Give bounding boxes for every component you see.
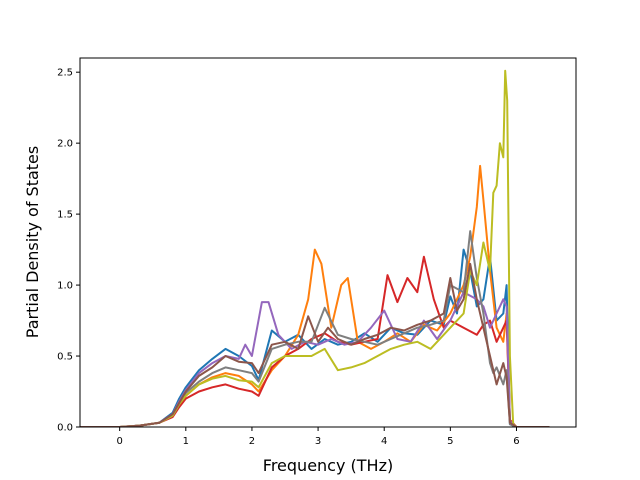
series-line-7 <box>80 262 550 427</box>
x-tick-label: 0 <box>116 436 122 447</box>
series-line-6 <box>80 69 550 427</box>
plot-frame <box>79 57 577 428</box>
y-tick-label: 2.5 <box>57 68 73 79</box>
x-tick-label: 3 <box>315 436 321 447</box>
x-tick-label: 5 <box>447 436 453 447</box>
x-tick-label: 4 <box>381 436 387 447</box>
x-tick-label: 2 <box>249 436 255 447</box>
y-tick-label: 0.5 <box>57 352 73 363</box>
y-tick-label: 2.0 <box>57 139 73 150</box>
x-tick-label: 6 <box>513 436 519 447</box>
x-axis-label: Frequency (THz) <box>263 456 393 475</box>
series-layer <box>80 69 550 427</box>
axes-layer: 0 1 2 3 4 5 6 0.0 0.5 1.0 1.5 2.0 2.5 <box>57 57 577 447</box>
y-axis-label: Partial Density of States <box>23 146 42 338</box>
y-tick-label: 0.0 <box>57 423 73 434</box>
y-tick-label: 1.5 <box>57 210 73 221</box>
series-line-4 <box>80 291 550 427</box>
y-tick-label: 1.0 <box>57 281 73 292</box>
x-tick-label: 1 <box>183 436 189 447</box>
